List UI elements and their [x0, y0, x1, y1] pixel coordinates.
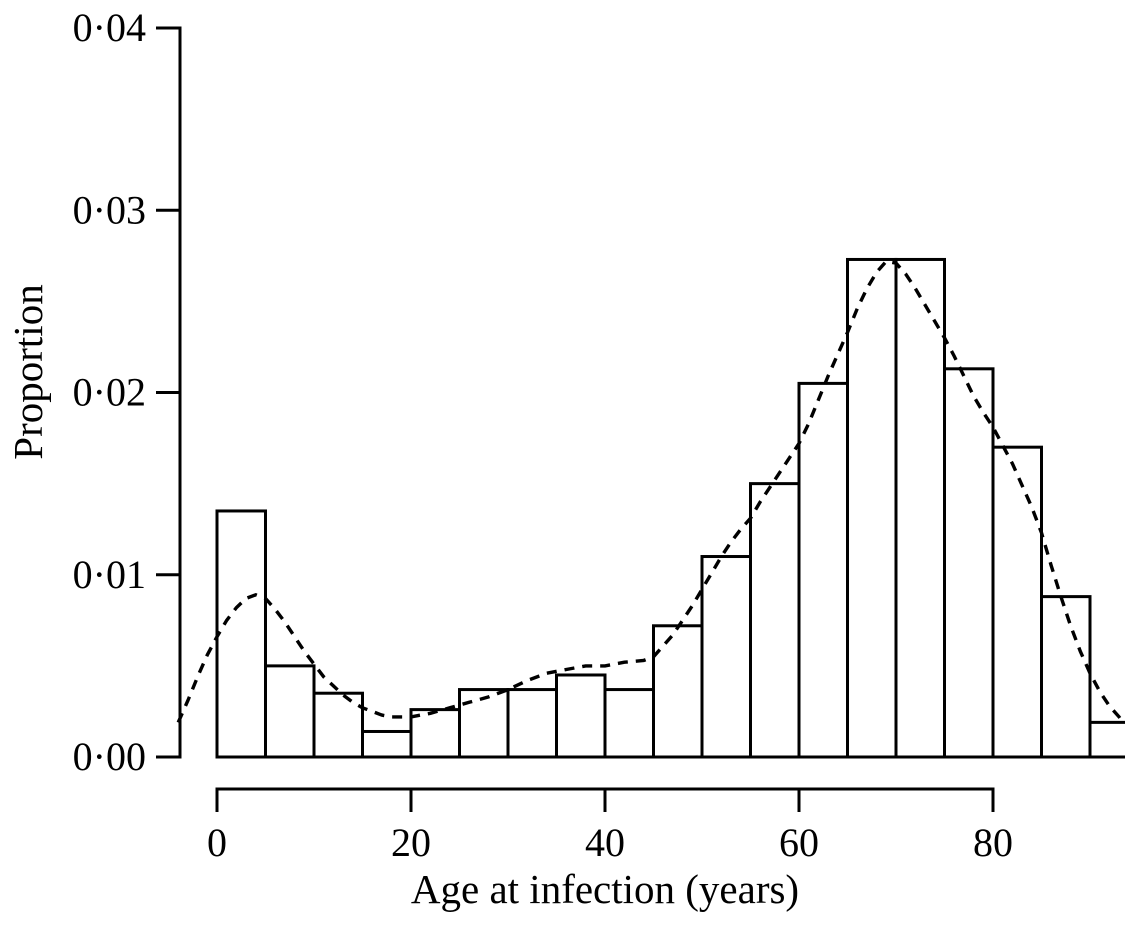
x-tick-label: 0 — [207, 820, 227, 865]
histogram-bar — [846, 257, 898, 759]
histogram-bar — [652, 624, 704, 759]
x-tick-label: 40 — [585, 820, 625, 865]
y-tick-label: 0·04 — [73, 5, 146, 50]
x-tick-label: 60 — [779, 820, 819, 865]
histogram-bar — [894, 257, 946, 759]
histogram-bar — [603, 688, 655, 759]
density-curve — [176, 259, 1125, 724]
histogram-bar — [749, 482, 801, 759]
histogram-bar — [506, 688, 558, 759]
x-tick-label: 80 — [973, 820, 1013, 865]
y-tick-label: 0·01 — [73, 552, 146, 597]
y-tick-label: 0·00 — [73, 734, 146, 779]
histogram-bar — [555, 673, 607, 759]
histogram-bar — [264, 664, 316, 759]
y-tick-label: 0·02 — [73, 370, 146, 415]
histogram-bar — [409, 708, 461, 759]
histogram-bar — [458, 688, 510, 759]
x-tick-label: 20 — [391, 820, 431, 865]
histogram-bar — [1088, 720, 1125, 759]
histogram-bar — [700, 555, 752, 759]
histogram-bar — [1040, 595, 1092, 759]
histogram-bar — [797, 381, 849, 759]
x-axis-title: Age at infection (years) — [410, 866, 800, 912]
histogram-bar — [991, 445, 1043, 759]
histogram-bar — [312, 691, 364, 759]
y-axis-title: Proportion — [5, 284, 51, 460]
histogram-bar — [361, 729, 413, 759]
y-tick-label: 0·03 — [73, 187, 146, 232]
histogram-bar — [943, 367, 995, 759]
histogram-bar — [215, 509, 267, 759]
